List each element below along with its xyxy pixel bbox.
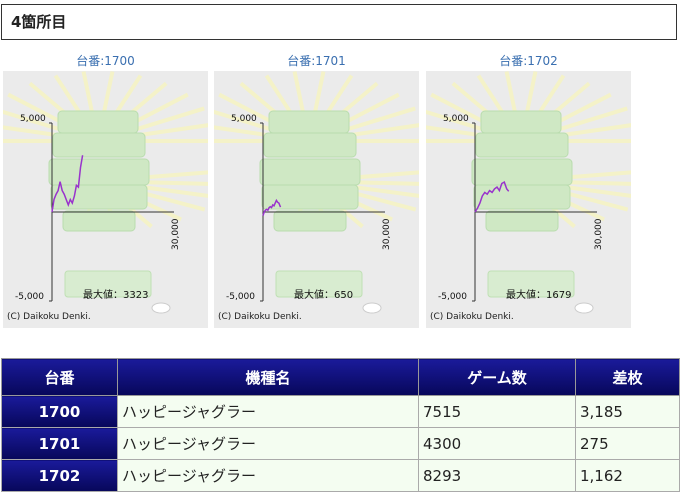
column-header-game-count: ゲーム数 <box>418 358 576 396</box>
machine-data-table: 台番 機種名 ゲーム数 差枚 1700 ハッピージャグラー 7515 3,185… <box>1 358 680 492</box>
y-axis-top-label: 5,000 <box>231 114 257 124</box>
x-axis-end-label: 30,000 <box>171 218 181 251</box>
slump-graph: 5,000 -5,000 30,000 最大値：1679 (C) Daikoku… <box>426 71 631 328</box>
y-axis-bottom-label: -5,000 <box>438 292 468 302</box>
section-title: 4箇所目 <box>1 4 677 40</box>
table-header-row: 台番 機種名 ゲーム数 差枚 <box>1 358 680 396</box>
table-row: 1700 ハッピージャグラー 7515 3,185 <box>1 395 680 428</box>
graph-panel-1702: 台番:1702 5,000 -5,000 30,000 最大値：1679 (C)… <box>426 52 631 328</box>
unit-number-cell: 1700 <box>1 395 118 428</box>
graph-canvas <box>214 71 419 314</box>
column-header-machine-name: 機種名 <box>117 358 419 396</box>
graph-canvas <box>426 71 631 314</box>
unit-number-cell: 1702 <box>1 459 118 492</box>
graph-panel-1701: 台番:1701 5,000 -5,000 30,000 最大値：650 (C) … <box>214 52 419 328</box>
column-header-unit-number: 台番 <box>1 358 118 396</box>
copyright-credit: (C) Daikoku Denki. <box>430 312 514 322</box>
game-count-cell: 8293 <box>418 459 576 492</box>
graph-label[interactable]: 台番:1700 <box>76 54 135 68</box>
copyright-credit: (C) Daikoku Denki. <box>218 312 302 322</box>
slump-graph: 5,000 -5,000 30,000 最大値：650 (C) Daikoku … <box>214 71 419 328</box>
max-value-label: 最大値：3323 <box>83 290 149 301</box>
y-axis-top-label: 5,000 <box>20 114 46 124</box>
difference-cell: 275 <box>575 427 680 460</box>
graph-label[interactable]: 台番:1702 <box>499 54 558 68</box>
difference-cell: 3,185 <box>575 395 680 428</box>
max-value-label: 最大値：650 <box>294 290 354 301</box>
x-axis-end-label: 30,000 <box>382 218 392 251</box>
table-row: 1702 ハッピージャグラー 8293 1,162 <box>1 459 680 492</box>
y-axis-bottom-label: -5,000 <box>226 292 256 302</box>
machine-name-cell: ハッピージャグラー <box>117 459 419 492</box>
machine-name-cell: ハッピージャグラー <box>117 395 419 428</box>
unit-number-cell: 1701 <box>1 427 118 460</box>
slump-graph: 5,000 -5,000 30,000 最大値：3323 (C) Daikoku… <box>3 71 208 328</box>
x-axis-end-label: 30,000 <box>594 218 604 251</box>
y-axis-top-label: 5,000 <box>443 114 469 124</box>
table-row: 1701 ハッピージャグラー 4300 275 <box>1 427 680 460</box>
difference-cell: 1,162 <box>575 459 680 492</box>
graph-panel-1700: 台番:1700 5,000 -5,000 30,000 最大値：3323 (C)… <box>3 52 208 328</box>
series-line <box>51 155 84 213</box>
y-axis-bottom-label: -5,000 <box>15 292 45 302</box>
game-count-cell: 7515 <box>418 395 576 428</box>
max-value-label: 最大値：1679 <box>506 290 572 301</box>
game-count-cell: 4300 <box>418 427 576 460</box>
copyright-credit: (C) Daikoku Denki. <box>7 312 91 322</box>
column-header-difference: 差枚 <box>575 358 680 396</box>
graph-label[interactable]: 台番:1701 <box>287 54 346 68</box>
graph-canvas <box>3 71 208 314</box>
series-line <box>474 181 510 213</box>
machine-name-cell: ハッピージャグラー <box>117 427 419 460</box>
series-line <box>262 198 282 216</box>
